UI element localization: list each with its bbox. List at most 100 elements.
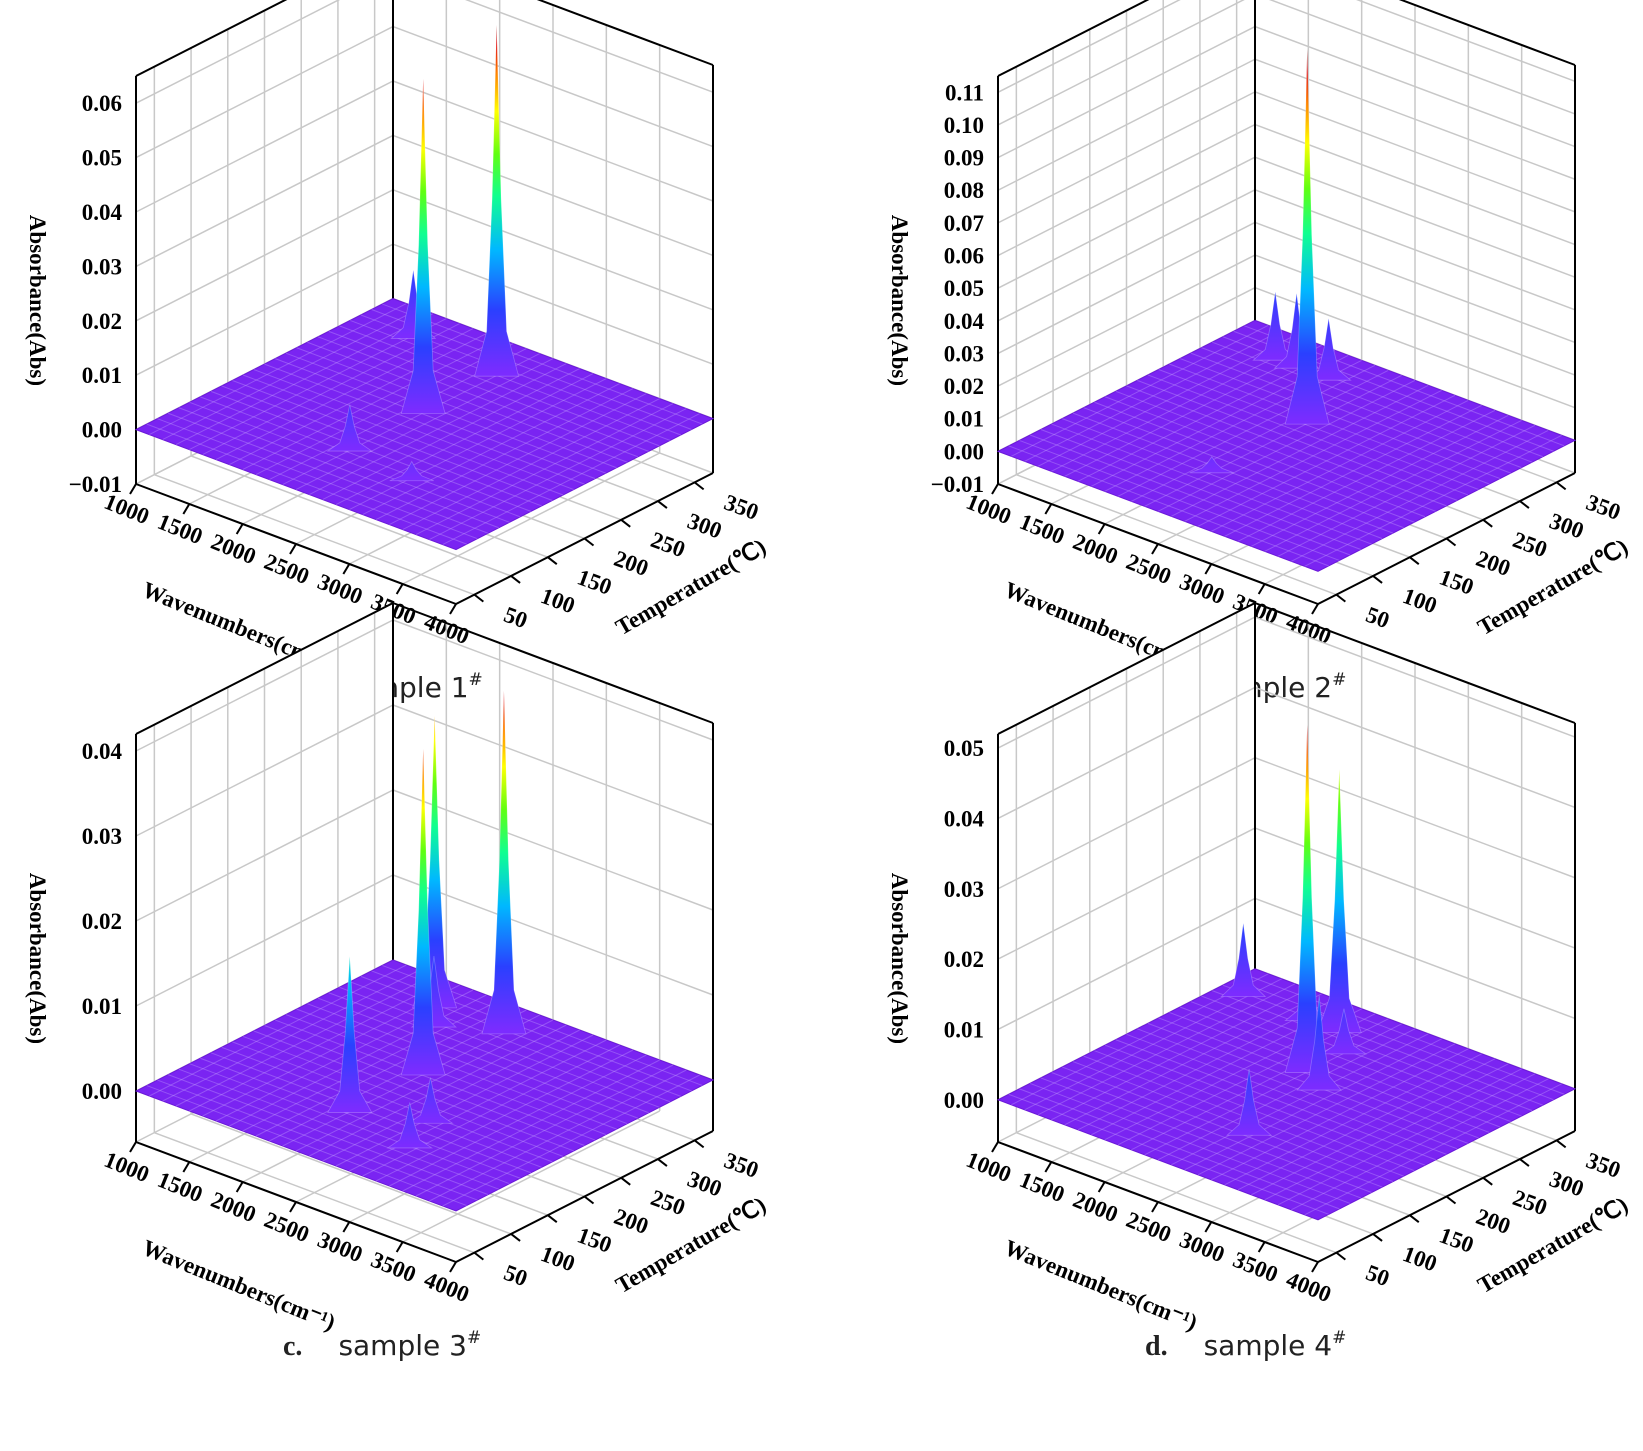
surface-mesh [1169, 363, 1490, 485]
surface-mesh [264, 1025, 585, 1146]
surface-mesh [1233, 979, 1554, 1101]
tick-mark [129, 483, 137, 495]
surface-mesh [1077, 349, 1336, 482]
surface-mesh [1197, 394, 1456, 527]
surface-mesh [189, 401, 510, 523]
surface-mesh [1291, 429, 1549, 562]
surface-mesh [1237, 409, 1496, 542]
z-tick-label: −0.01 [69, 472, 122, 497]
peak [386, 1102, 434, 1149]
surface-mesh [221, 385, 542, 507]
tick-mark [620, 1176, 631, 1186]
tick-mark [473, 1251, 484, 1261]
surface-mesh [307, 1003, 628, 1125]
surface [134, 298, 715, 551]
surface-mesh [149, 303, 407, 436]
surface-mesh [264, 363, 585, 485]
surface-mesh [1094, 401, 1415, 523]
surface-mesh [429, 408, 687, 541]
z-axis-title: Absorbance(Abs) [25, 215, 50, 386]
surface-mesh [349, 319, 671, 441]
surface-mesh [1184, 1038, 1442, 1171]
surface-mesh [1029, 434, 1351, 556]
tick-mark [1335, 1251, 1346, 1261]
axis-line [455, 1130, 714, 1263]
surface-mesh [175, 313, 434, 446]
peak [1305, 318, 1352, 381]
y-tick-label: 350 [1583, 490, 1624, 525]
axis-line [997, 1141, 1319, 1263]
tick-mark [342, 563, 351, 575]
surface-mesh [1157, 379, 1416, 512]
surface-mesh [339, 325, 660, 447]
z-tick-label: 0.03 [82, 254, 122, 279]
z-tick-label: 0.04 [82, 200, 123, 225]
axis-line [1317, 1130, 1576, 1263]
surface-mesh [375, 388, 634, 521]
surface-mesh [1179, 358, 1501, 480]
axis-line [997, 0, 1150, 77]
surface-mesh [1211, 1048, 1469, 1181]
surface-mesh [242, 999, 500, 1132]
surface-mesh [1131, 369, 1389, 502]
surface-mesh [1104, 396, 1426, 518]
surface-mesh [1104, 359, 1362, 492]
y-tick-label: 350 [1583, 1148, 1624, 1183]
surface-mesh [275, 358, 596, 480]
surface-mesh [1237, 1058, 1496, 1191]
surface-mesh [1024, 978, 1282, 1111]
surface-mesh [1264, 419, 1522, 552]
surface-mesh [349, 981, 671, 1103]
surface-mesh [1190, 352, 1511, 474]
tick-mark [547, 556, 558, 566]
surface-mesh [1040, 429, 1362, 550]
z-tick-label: 0.01 [944, 407, 984, 432]
surface-mesh [1144, 374, 1402, 507]
surface-mesh [1201, 347, 1522, 469]
peak [1316, 769, 1362, 1034]
tick-mark [1482, 1176, 1493, 1186]
surface-mesh [178, 407, 500, 529]
surface-mesh [339, 986, 660, 1108]
peak [326, 404, 374, 452]
tick-mark [129, 1141, 137, 1153]
tick-mark [289, 1201, 297, 1213]
surface-mesh [1211, 341, 1533, 463]
surface-mesh [255, 343, 514, 476]
grid-line [1016, 473, 1337, 596]
x-tick-label: 3000 [314, 1227, 366, 1267]
y-axis-title: Temperature(℃) [1473, 534, 1632, 640]
z-tick-label: 0.02 [944, 947, 984, 972]
surface-mesh [415, 403, 674, 536]
x-tick-label: 3000 [314, 569, 366, 609]
surface-mesh [1211, 399, 1469, 532]
x-tick-label: 1500 [154, 509, 206, 549]
surface-mesh [1137, 1028, 1458, 1150]
x-tick-label: 4000 [1283, 1267, 1335, 1307]
tick-mark [235, 1181, 244, 1193]
y-tick-label: 200 [1473, 546, 1514, 581]
y-tick-label: 150 [574, 564, 615, 599]
surface-mesh [275, 1019, 596, 1141]
surface-mesh [1051, 423, 1372, 545]
surface-mesh [1019, 1088, 1340, 1210]
surface-mesh [1051, 1072, 1372, 1193]
surface-mesh [1171, 384, 1429, 517]
surface-mesh [1037, 334, 1296, 467]
surface-mesh [175, 974, 434, 1107]
tick-mark [991, 1141, 999, 1153]
tick-mark [182, 503, 191, 515]
surface-mesh [157, 418, 478, 540]
y-tick-label: 150 [1436, 564, 1477, 599]
z-tick-label: 0.01 [944, 1017, 984, 1042]
surface-mesh [1304, 1083, 1562, 1216]
y-tick-label: 50 [501, 602, 531, 633]
tick-mark [1311, 603, 1319, 615]
y-tick-label: 200 [611, 1204, 652, 1239]
surface-mesh [415, 1064, 674, 1197]
y-tick-label: 50 [1363, 602, 1393, 633]
tick-mark [583, 537, 595, 547]
z-tick-label: 0.00 [944, 439, 984, 464]
tick-mark [1482, 518, 1493, 528]
